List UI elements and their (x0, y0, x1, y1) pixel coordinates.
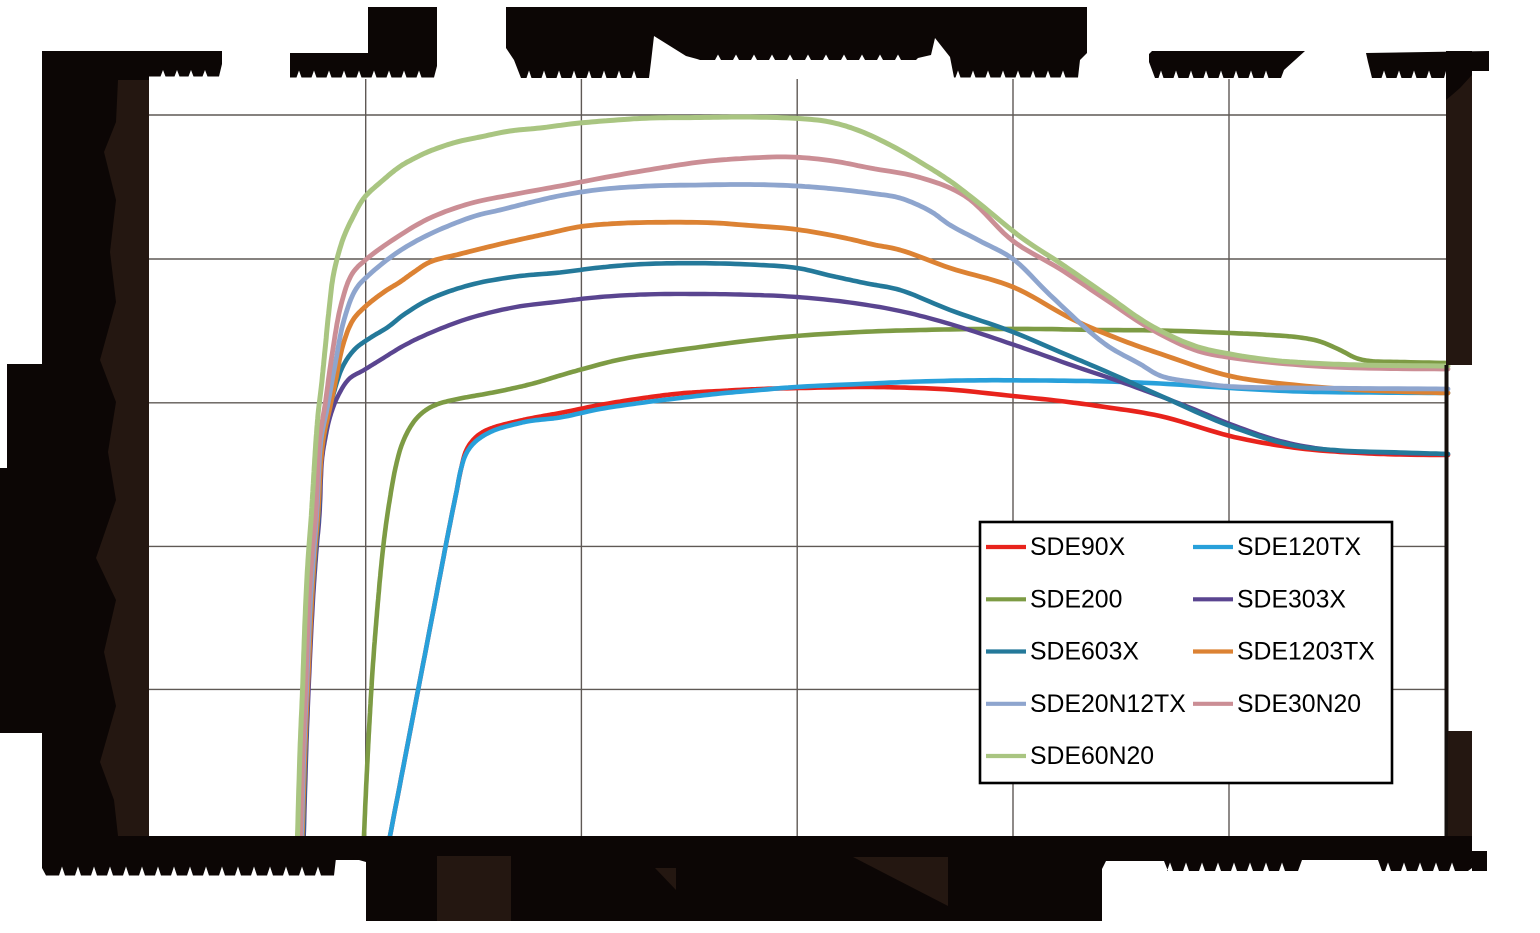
svg-text:SDE1203TX: SDE1203TX (1237, 639, 1375, 666)
svg-text:SDE303X: SDE303X (1237, 586, 1346, 613)
svg-text:SDE90X: SDE90X (1030, 534, 1126, 561)
svg-text:SDE30N20: SDE30N20 (1237, 691, 1361, 718)
svg-text:SDE603X: SDE603X (1030, 639, 1139, 666)
svg-text:SDE60N20: SDE60N20 (1030, 743, 1154, 770)
svg-text:SDE200: SDE200 (1030, 586, 1122, 613)
svg-text:SDE20N12TX: SDE20N12TX (1030, 691, 1186, 718)
svg-text:SDE120TX: SDE120TX (1237, 534, 1362, 561)
